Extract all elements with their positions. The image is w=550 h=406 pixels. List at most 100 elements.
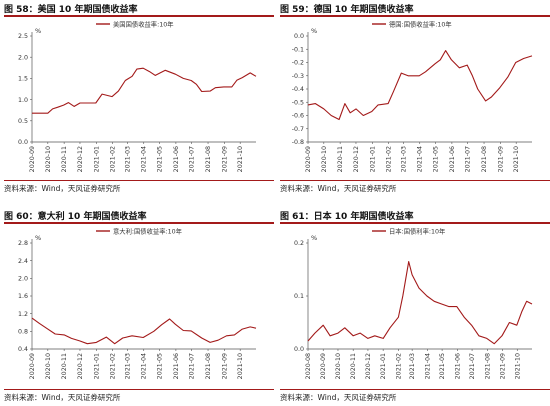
x-tick-label: 2020-12 (77, 353, 84, 379)
chart-title: 图 60：意大利 10 年期国债收益率 (4, 212, 147, 222)
legend-label: 意大利:国债收益率:10年 (113, 226, 182, 235)
title-rule (4, 15, 274, 17)
x-tick-label: 2020-12 (77, 146, 84, 172)
y-tick-label: -0.8 (292, 139, 304, 146)
chart-panel-japan: 图 61：日本 10 年期国债收益率 % 0.0 0.1 0.2 2020-08 2020… (280, 207, 550, 406)
x-tick-label: 2020-11 (337, 146, 344, 172)
y-tick-label: 0.1 (294, 293, 304, 300)
x-tick-label: 2020-09 (320, 353, 327, 379)
y-tick-label: 2.0 (18, 54, 28, 61)
y-tick-label: 0.5 (18, 118, 28, 125)
chart-title: 图 59：德国 10 年期国债收益率 (280, 5, 414, 15)
y-tick-label: 2.5 (18, 33, 28, 40)
title-rule (280, 15, 550, 17)
series-line (32, 67, 257, 114)
x-tick-label: 2021-03 (409, 353, 416, 379)
line-chart-germany: % -0.8 -0.7 -0.6 -0.5 -0.4 -0.3 -0.2 -0.1 0.0 2020… (292, 19, 533, 172)
source-rule (280, 180, 550, 181)
x-tick-label: 2021-02 (110, 353, 117, 379)
line-chart-us: % 0.0 0.5 1.0 1.5 2.0 2.5 2020-09 2020-10 2020-11… (18, 19, 257, 172)
y-tick-label: -0.5 (292, 99, 304, 106)
x-tick-label: 2021-06 (449, 146, 456, 172)
x-tick-label: 2021-02 (110, 146, 117, 172)
legend-label: 美国国债收益率:10年 (113, 19, 174, 28)
x-tick-label: 2021-07 (189, 146, 196, 172)
y-tick-label: 2.8 (18, 240, 28, 247)
x-tick-label: 2021-09 (497, 146, 504, 172)
x-tick-label: 2021-03 (400, 146, 407, 172)
y-tick-label: 0.2 (294, 240, 304, 247)
title-rule (280, 222, 550, 224)
x-tick-label: 2021-10 (514, 353, 521, 379)
x-tick-label: 2021-06 (173, 353, 180, 379)
y-tick-label: -0.3 (292, 73, 304, 80)
x-tick-label: 2021-05 (157, 353, 164, 379)
x-tick-label: 2021-10 (237, 353, 244, 379)
x-tick-label: 2020-12 (353, 146, 360, 172)
legend-label: 德国:国债收益率:10年 (389, 19, 452, 28)
source-note: 资料来源：Wind，天风证券研究所 (4, 393, 121, 402)
x-tick-label: 2021-05 (439, 353, 446, 379)
source-rule (280, 389, 550, 390)
y-tick-label: 2.0 (18, 276, 28, 283)
y-tick-label: -0.4 (292, 86, 304, 93)
chart-panel-italy: 图 60：意大利 10 年期国债收益率 % 0.4 0.8 1.2 1.6 2.0 2.4 2… (4, 207, 274, 406)
line-chart-japan: % 0.0 0.1 0.2 2020-08 2020-09 2020-10 2020-11 20… (294, 226, 533, 379)
y-unit-label: % (311, 27, 317, 35)
x-tick-label: 2021-05 (157, 146, 164, 172)
x-tick-label: 2021-10 (513, 146, 520, 172)
line-chart-italy: % 0.4 0.8 1.2 1.6 2.0 2.4 2.8 2020-09 2020-10 2020… (18, 226, 257, 379)
y-tick-label: 0.0 (294, 346, 304, 353)
y-tick-label: 0.0 (294, 33, 304, 40)
source-note: 资料来源：Wind，天风证券研究所 (4, 184, 121, 193)
x-tick-label: 2021-07 (189, 353, 196, 379)
x-tick-label: 2021-01 (369, 146, 376, 172)
x-tick-label: 2021-04 (417, 146, 424, 172)
y-tick-label: 1.0 (18, 97, 28, 104)
x-tick-label: 2020-09 (305, 146, 312, 172)
y-tick-label: -0.2 (292, 60, 304, 67)
x-tick-label: 2020-11 (61, 146, 68, 172)
x-tick-label: 2021-08 (205, 353, 212, 379)
x-tick-label: 2020-11 (61, 353, 68, 379)
x-tick-label: 2021-01 (93, 146, 100, 172)
x-tick-label: 2021-09 (500, 353, 507, 379)
y-tick-label: 1.2 (18, 311, 28, 318)
source-rule (4, 389, 274, 390)
x-tick-label: 2021-07 (465, 146, 472, 172)
x-tick-label: 2021-04 (141, 353, 148, 379)
x-tick-label: 2020-10 (45, 146, 52, 172)
x-tick-label: 2021-08 (481, 146, 488, 172)
x-tick-label: 2021-01 (93, 353, 100, 379)
y-tick-label: 2.4 (18, 258, 28, 265)
x-tick-label: 2021-03 (124, 146, 131, 172)
x-tick-label: 2021-09 (221, 146, 228, 172)
title-rule (4, 222, 274, 224)
y-tick-label: 0.0 (18, 139, 28, 146)
x-tick-label: 2021-04 (424, 353, 431, 379)
x-tick-label: 2020-10 (335, 353, 342, 379)
y-tick-label: 1.5 (18, 76, 28, 83)
x-tick-label: 2021-02 (395, 353, 402, 379)
y-tick-label: 1.6 (18, 293, 28, 300)
x-tick-label: 2020-10 (45, 353, 52, 379)
x-tick-label: 2020-12 (365, 353, 372, 379)
x-tick-label: 2021-09 (221, 353, 228, 379)
chart-title: 图 58：美国 10 年期国债收益率 (4, 5, 138, 15)
y-tick-label: -0.1 (292, 46, 304, 53)
x-tick-label: 2021-03 (124, 353, 131, 379)
x-tick-label: 2021-07 (469, 353, 476, 379)
y-tick-label: -0.6 (292, 113, 304, 120)
x-tick-label: 2020-08 (305, 353, 312, 379)
x-tick-label: 2021-06 (454, 353, 461, 379)
x-tick-label: 2020-09 (29, 146, 36, 172)
source-rule (4, 180, 274, 181)
x-tick-label: 2021-08 (484, 353, 491, 379)
series-line (31, 317, 257, 345)
x-tick-label: 2021-01 (380, 353, 387, 379)
y-tick-label: -0.7 (292, 126, 304, 133)
series-line (307, 261, 533, 345)
x-tick-label: 2021-02 (386, 146, 393, 172)
y-unit-label: % (35, 234, 41, 242)
y-tick-label: 0.8 (18, 329, 28, 336)
